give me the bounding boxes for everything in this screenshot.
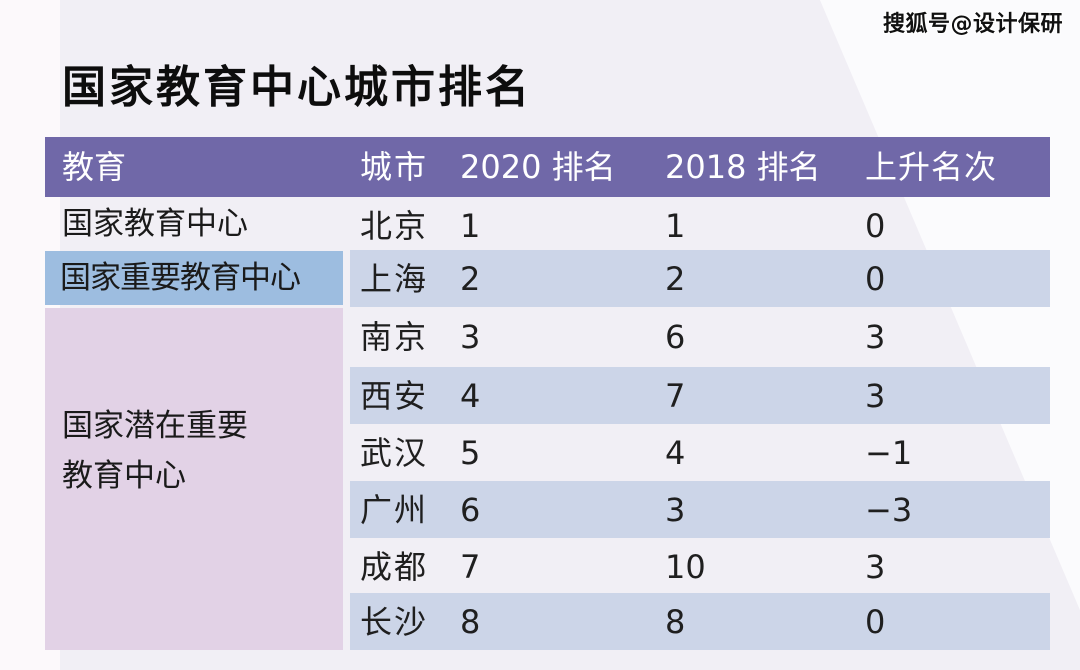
city: 北京 [360, 207, 429, 245]
table-row: 成都 7 10 3 [350, 538, 1050, 595]
table-header: 教育 城市 2020 排名 2018 排名 上升名次 [45, 137, 1050, 197]
table-row: 上海 2 2 0 [350, 250, 1050, 307]
rank-2018: 8 [665, 603, 686, 641]
rank-2020: 6 [460, 491, 481, 529]
table-row: 西安 4 7 3 [350, 367, 1050, 424]
city: 广州 [360, 491, 429, 529]
city: 上海 [360, 260, 429, 298]
rank-change: 3 [865, 548, 886, 586]
rank-2020: 8 [460, 603, 481, 641]
rank-2018: 1 [665, 207, 686, 245]
rank-change: 0 [865, 603, 886, 641]
table-row: 北京 1 1 0 [350, 197, 1050, 254]
rank-2020: 7 [460, 548, 481, 586]
rank-2020: 3 [460, 318, 481, 356]
category-label: 国家重要教育中心 [60, 260, 301, 296]
city: 武汉 [360, 434, 429, 472]
header-category: 教育 [62, 148, 127, 186]
header-rank-2020: 2020 排名 [460, 148, 616, 186]
rank-change: −1 [865, 434, 913, 472]
rank-2018: 6 [665, 318, 686, 356]
rank-2020: 1 [460, 207, 481, 245]
rank-change: 3 [865, 377, 886, 415]
city: 长沙 [360, 603, 429, 641]
rank-2018: 10 [665, 548, 706, 586]
rank-2018: 4 [665, 434, 686, 472]
city: 南京 [360, 318, 429, 356]
category-label: 国家教育中心 [62, 206, 248, 242]
rank-change: −3 [865, 491, 913, 529]
rank-2018: 2 [665, 260, 686, 298]
table-row: 广州 6 3 −3 [350, 481, 1050, 538]
table-row: 长沙 8 8 0 [350, 593, 1050, 650]
category-cell-national: 国家教育中心 [45, 197, 343, 250]
header-change: 上升名次 [865, 148, 998, 186]
header-city: 城市 [360, 148, 429, 186]
rank-2018: 7 [665, 377, 686, 415]
category-cell-potential: 国家潜在重要 教育中心 [45, 308, 343, 650]
rank-2020: 2 [460, 260, 481, 298]
rank-change: 3 [865, 318, 886, 356]
rank-2018: 3 [665, 491, 686, 529]
table-row: 南京 3 6 3 [350, 308, 1050, 365]
rank-2020: 4 [460, 377, 481, 415]
header-rank-2018: 2018 排名 [665, 148, 821, 186]
rank-2020: 5 [460, 434, 481, 472]
category-cell-important: 国家重要教育中心 [45, 251, 343, 305]
watermark: 搜狐号@设计保研 [883, 12, 1064, 37]
page-title: 国家教育中心城市排名 [62, 62, 532, 113]
city: 西安 [360, 377, 429, 415]
rank-change: 0 [865, 260, 886, 298]
rank-change: 0 [865, 207, 886, 245]
category-label-line1: 国家潜在重要 [62, 408, 248, 444]
city: 成都 [360, 548, 429, 586]
category-label-line2: 教育中心 [62, 458, 186, 494]
table-row: 武汉 5 4 −1 [350, 424, 1050, 481]
